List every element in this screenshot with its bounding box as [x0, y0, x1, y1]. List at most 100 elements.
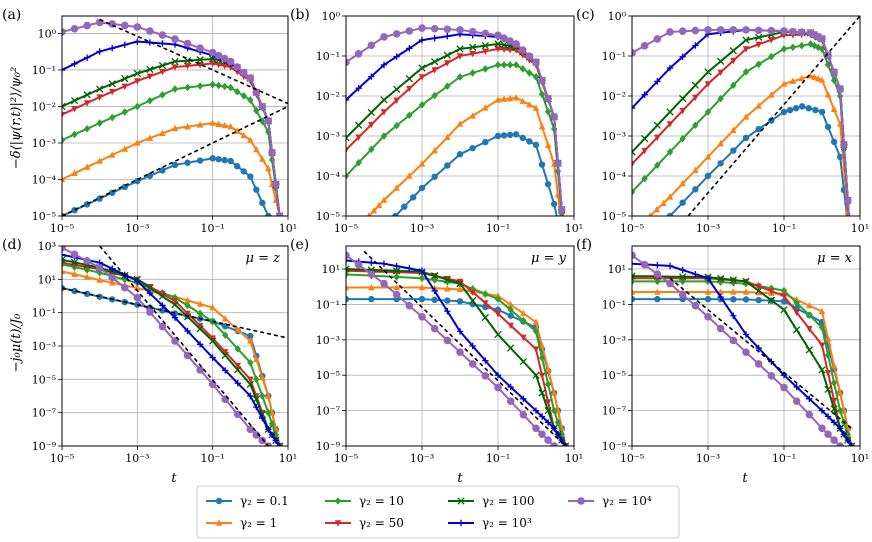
data-point-0.1: [704, 172, 712, 180]
data-point-100: [209, 337, 217, 345]
data-point-0.1: [259, 199, 266, 207]
data-point-10000: [704, 312, 712, 321]
series-line-0.1: [62, 287, 281, 446]
data-point-10000: [544, 436, 552, 444]
data-point-10000: [196, 366, 204, 374]
data-point-1000: [848, 442, 855, 446]
panel-4: 10⁻⁵ 10⁻³ 10⁻¹ 10¹ 10⁻⁹ 10⁻⁷ 10⁻⁵ 10⁻³ 10⁻¹ 10¹ (e…: [290, 237, 583, 465]
data-point-10: [824, 351, 832, 359]
panel-label: (b): [290, 7, 310, 23]
data-point-1000: [456, 328, 464, 335]
data-point-10000: [272, 180, 280, 189]
data-point-10000: [275, 212, 284, 216]
data-point-10000: [550, 113, 558, 121]
data-point-50: [121, 83, 128, 91]
legend-label: γ₂ = 10⁴: [602, 494, 652, 508]
legend-marker: [215, 519, 223, 526]
data-point-1000: [109, 44, 116, 52]
data-point-1000: [268, 431, 276, 439]
data-point-0.1: [409, 194, 417, 201]
data-point-100: [469, 43, 477, 51]
data-point-1: [368, 283, 375, 291]
data-point-10000: [346, 251, 350, 260]
data-point-10: [209, 80, 216, 89]
data-point-100: [258, 410, 266, 418]
y-tick-label: 10⁻¹: [316, 298, 340, 311]
mu-label: μ = z: [246, 251, 281, 266]
data-point-100: [393, 85, 401, 93]
data-point-0.1: [71, 287, 78, 295]
data-point-1000: [679, 266, 686, 274]
data-point-10000: [83, 21, 91, 30]
data-point-10000: [805, 410, 814, 419]
data-point-50: [171, 64, 179, 71]
data-point-1: [215, 120, 222, 127]
data-point-50: [83, 100, 91, 107]
data-point-10: [418, 101, 426, 109]
data-point-10000: [443, 336, 452, 345]
data-point-10: [406, 111, 413, 120]
series-line-1000: [346, 33, 564, 216]
data-point-0.1: [196, 157, 204, 164]
data-point-1000: [793, 383, 800, 391]
asymptote-line: [62, 287, 288, 339]
data-point-1000: [840, 431, 848, 438]
data-point-0.1: [692, 186, 699, 193]
data-point-50: [632, 161, 636, 168]
data-point-0.1: [679, 199, 686, 206]
ylabel-bottom: −j₀μ(t)/J₀: [9, 313, 24, 373]
data-point-1: [653, 205, 660, 213]
data-point-0.1: [512, 131, 520, 138]
data-point-100: [632, 148, 636, 156]
data-point-1000: [406, 45, 413, 52]
data-point-10000: [158, 322, 167, 331]
data-point-0.1: [742, 134, 750, 142]
data-point-0.1: [755, 125, 762, 133]
data-point-100: [679, 94, 687, 103]
data-point-1: [648, 212, 652, 216]
data-point-50: [506, 47, 514, 54]
data-point-1: [780, 80, 788, 87]
data-point-50: [755, 41, 762, 49]
data-point-1000: [109, 265, 116, 272]
data-point-10000: [120, 283, 129, 292]
data-point-100: [742, 277, 750, 286]
data-point-0.1: [805, 105, 812, 112]
data-point-10000: [550, 442, 558, 446]
data-point-10: [554, 418, 562, 427]
ylabel-top: −δ⟨|ψ(r,t)|²⟩/ψ₀²: [9, 67, 24, 169]
data-point-50: [380, 109, 388, 116]
series-line-1: [346, 286, 567, 446]
x-tick-label: 10¹: [279, 222, 297, 235]
data-point-100: [62, 102, 66, 111]
data-point-10: [730, 81, 737, 90]
data-point-1: [96, 157, 103, 164]
data-point-10: [798, 41, 805, 50]
data-point-1: [830, 105, 838, 113]
x-tick-label: 10⁻¹: [772, 222, 796, 235]
data-point-100: [456, 45, 464, 53]
data-point-0.1: [786, 106, 794, 114]
data-point-1: [196, 121, 204, 128]
data-point-50: [196, 323, 204, 330]
data-point-50: [830, 397, 838, 405]
data-point-1: [367, 212, 371, 216]
data-point-1: [62, 267, 66, 275]
data-point-1: [265, 164, 272, 172]
data-point-1000: [654, 261, 661, 269]
data-point-10000: [797, 28, 806, 37]
data-point-50: [431, 67, 438, 74]
data-point-10: [171, 85, 179, 93]
data-point-1000: [222, 367, 229, 374]
data-point-10000: [767, 26, 776, 35]
data-point-1000: [806, 395, 813, 403]
data-point-10000: [789, 27, 797, 36]
data-point-10000: [158, 31, 167, 39]
data-point-50: [520, 334, 527, 341]
data-point-50: [538, 372, 546, 380]
data-point-10000: [754, 26, 763, 35]
legend-label: γ₂ = 50: [359, 516, 404, 530]
data-point-1: [742, 113, 750, 120]
data-point-50: [768, 37, 775, 44]
